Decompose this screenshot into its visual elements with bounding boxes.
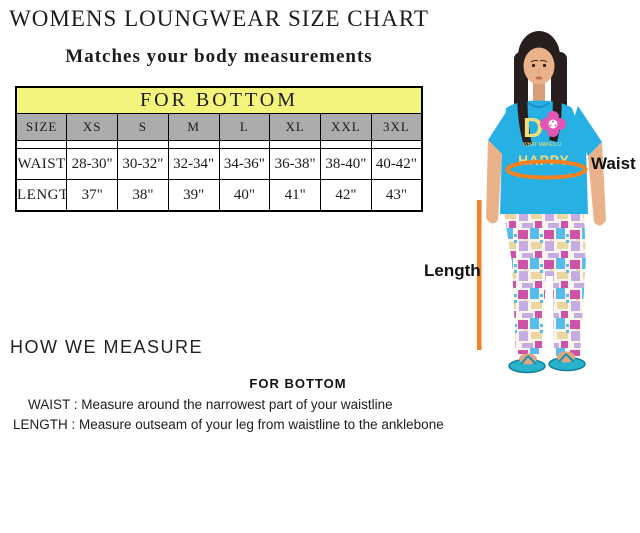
length-value-cell: 38": [117, 179, 169, 212]
model-photo: D WHAT MAKES U HAPPY: [440, 18, 640, 388]
length-label: Length: [424, 261, 481, 280]
waist-value-cell: 40-42": [370, 148, 423, 180]
shirt-small-text: WHAT MAKES U: [523, 142, 562, 148]
length-value-cell: 39": [167, 179, 220, 212]
column-header-m: M: [167, 113, 220, 141]
waist-value-cell: 38-40": [320, 148, 372, 180]
table-row-length: LENGTH 37" 38" 39" 40" 41" 42" 43": [15, 179, 423, 212]
length-value-cell: 43": [370, 179, 423, 212]
for-bottom-subheading: FOR BOTTOM: [249, 376, 347, 391]
waist-value-cell: 34-36": [218, 148, 271, 180]
waist-value-cell: 30-32": [117, 148, 169, 180]
shirt-letter-d: D: [523, 112, 543, 143]
table-caption-row: FOR BOTTOM: [15, 86, 423, 114]
waist-label: Waist: [591, 154, 636, 173]
flower-icon: [540, 111, 566, 137]
model-illustration: D WHAT MAKES U HAPPY: [477, 31, 606, 374]
column-header-3xl: 3XL: [370, 113, 423, 141]
flip-flops: [508, 351, 586, 374]
table-header-row: SIZE XS S M L XL XXL 3XL: [15, 113, 423, 141]
column-header-l: L: [218, 113, 271, 141]
length-value-cell: 37": [66, 179, 118, 212]
arms: [486, 140, 606, 226]
length-value-cell: 41": [269, 179, 321, 212]
length-value-cell: 40": [218, 179, 271, 212]
hair-strand: [517, 78, 532, 146]
column-header-s: S: [117, 113, 169, 141]
how-we-measure-heading: HOW WE MEASURE: [10, 337, 204, 357]
waist-value-cell: 28-30": [66, 148, 118, 180]
row-label-length: LENGTH: [15, 179, 68, 212]
column-header-xxl: XXL: [320, 113, 372, 141]
length-value-cell: 42": [320, 179, 372, 212]
column-header-xl: XL: [269, 113, 321, 141]
table-caption: FOR BOTTOM: [15, 86, 423, 114]
table-row-waist: WAIST 28-30" 30-32" 32-34" 34-36" 36-38"…: [15, 148, 423, 180]
waist-value-cell: 32-34": [167, 148, 220, 180]
measure-instruction-length: LENGTH : Measure outseam of your leg fro…: [13, 417, 444, 432]
table-spacer-row: [15, 140, 423, 149]
measure-instruction-waist: WAIST : Measure around the narrowest par…: [28, 397, 393, 412]
row-label-waist: WAIST: [15, 148, 68, 180]
waist-ellipse: [505, 159, 588, 180]
face: [523, 38, 555, 85]
pajama-pants: [504, 214, 586, 356]
column-header-size: SIZE: [15, 113, 68, 141]
page-title: WOMENS LOUNGWEAR SIZE CHART: [9, 6, 429, 31]
waist-value-cell: 36-38": [269, 148, 321, 180]
neck: [533, 78, 545, 106]
column-header-xs: XS: [66, 113, 118, 141]
page-subtitle: Matches your body measurements: [65, 46, 373, 67]
size-chart-table: FOR BOTTOM SIZE XS S M L XL XXL 3XL WAIS…: [15, 86, 423, 212]
length-line: [477, 200, 482, 350]
